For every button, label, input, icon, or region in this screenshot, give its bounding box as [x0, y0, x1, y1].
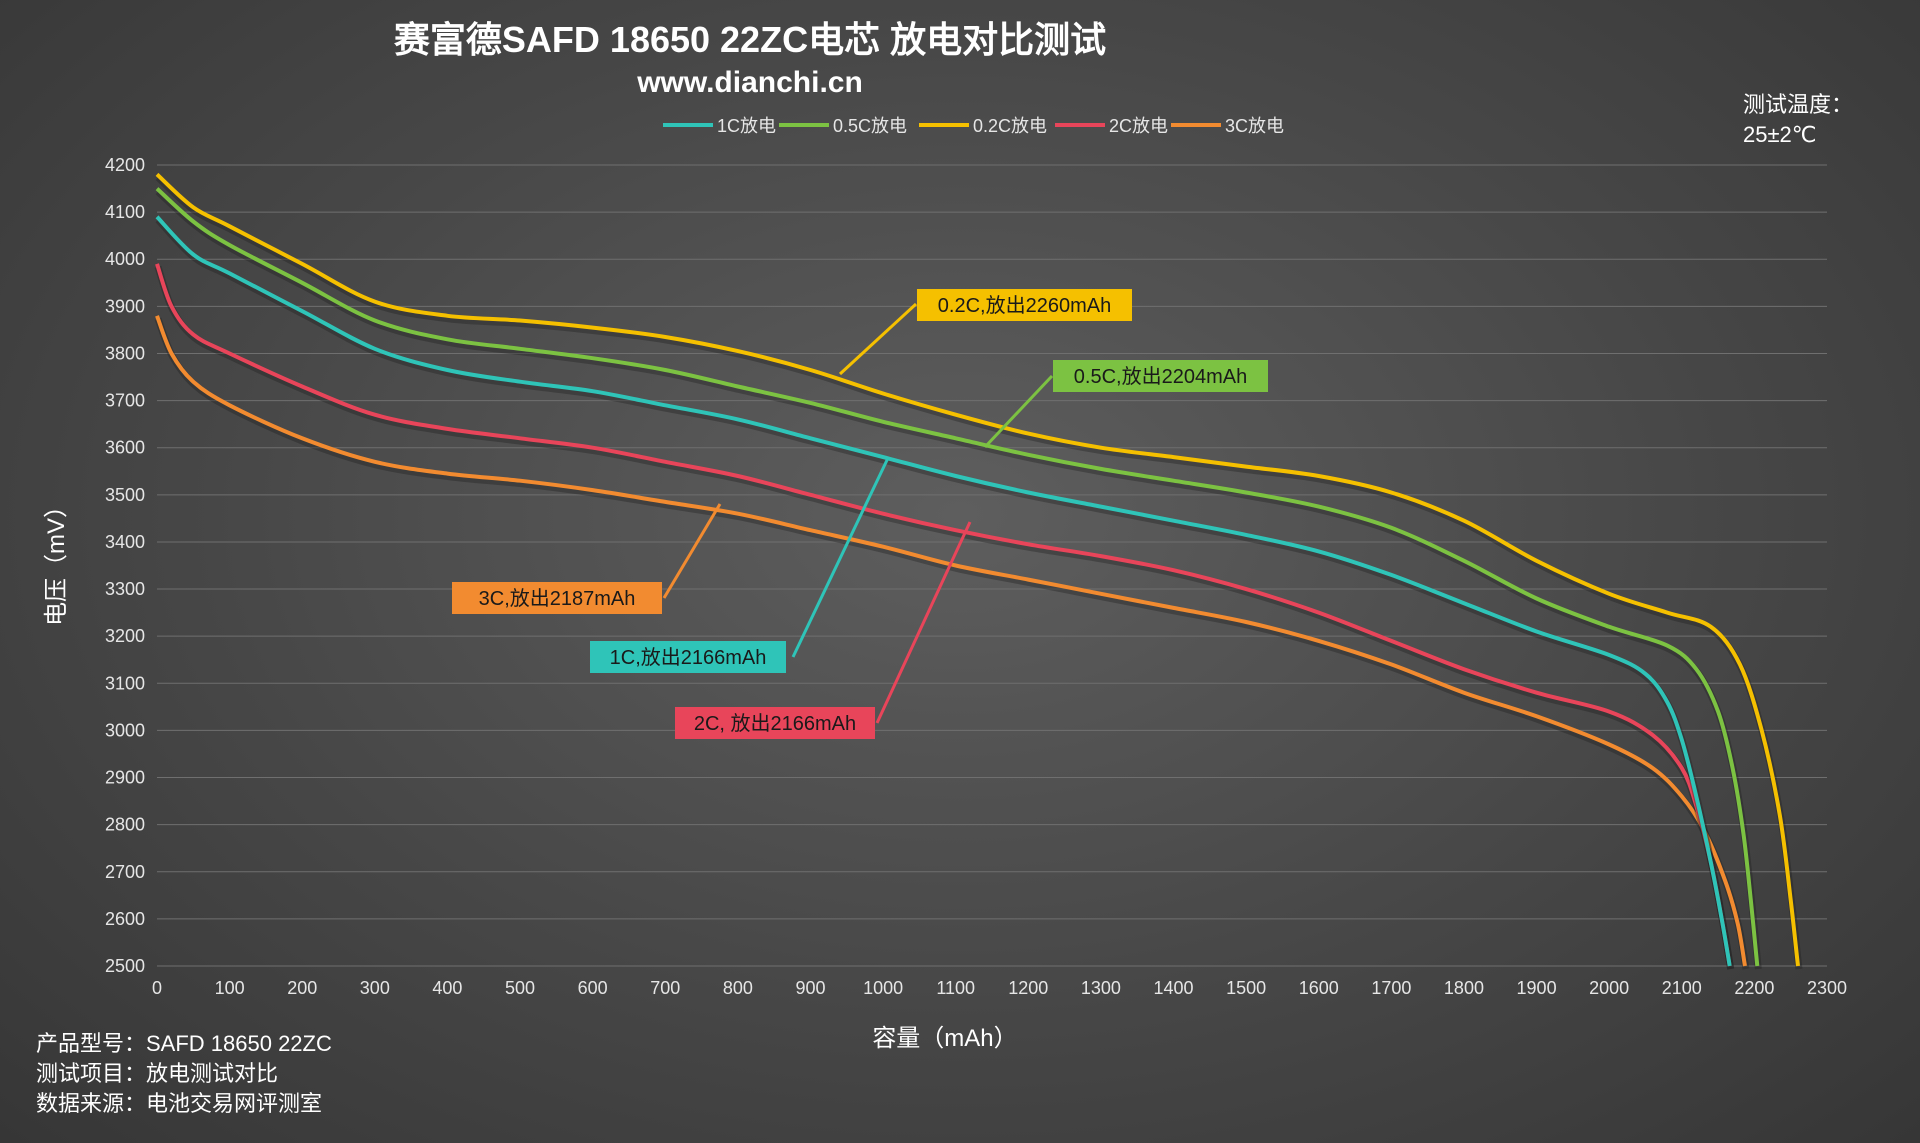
- x-tick-label: 1500: [1226, 978, 1266, 998]
- x-tick-label: 2000: [1589, 978, 1629, 998]
- x-tick-label: 1400: [1153, 978, 1193, 998]
- x-tick-label: 800: [723, 978, 753, 998]
- x-tick-label: 500: [505, 978, 535, 998]
- series-line-5: [155, 315, 1747, 967]
- callout-label: 1C,放出2166mAh: [610, 646, 767, 669]
- x-tick-label: 1700: [1371, 978, 1411, 998]
- y-tick-label: 3300: [105, 579, 145, 599]
- callout-label: 0.5C,放出2204mAh: [1074, 365, 1247, 388]
- chart-title: 赛富德SAFD 18650 22ZC电芯 放电对比测试: [394, 19, 1106, 60]
- y-tick-label: 3200: [105, 626, 145, 646]
- series-line-2: [155, 187, 1760, 967]
- x-tick-label: 400: [432, 978, 462, 998]
- legend-label: 3C放电: [1225, 116, 1284, 136]
- y-tick-label: 3100: [105, 673, 145, 693]
- x-tick-label: 2100: [1662, 978, 1702, 998]
- chart-subtitle: www.dianchi.cn: [636, 66, 863, 99]
- y-tick-label: 4000: [105, 249, 145, 269]
- x-tick-label: 200: [287, 978, 317, 998]
- x-tick-label: 1900: [1517, 978, 1557, 998]
- callout-leader: [983, 374, 1054, 449]
- legend-label: 0.2C放电: [973, 116, 1047, 136]
- callout-leader: [838, 302, 918, 376]
- y-axis-label: 电压（mV）: [43, 494, 70, 626]
- y-tick-label: 3000: [105, 720, 145, 740]
- temperature-label: 测试温度：: [1743, 92, 1854, 117]
- y-tick-label: 4100: [105, 202, 145, 222]
- grid: [157, 164, 1827, 967]
- y-tick-label: 3800: [105, 343, 145, 363]
- y-tick-label: 2900: [105, 768, 145, 788]
- x-tick-label: 2200: [1734, 978, 1774, 998]
- footer-info: 产品型号：SAFD 18650 22ZC 测试项目：放电测试对比 数据来源：电池…: [36, 1029, 332, 1119]
- data-source: 数据来源：电池交易网评测室: [36, 1091, 323, 1116]
- series-lines: [154, 172, 1803, 970]
- y-tick-label: 2600: [105, 909, 145, 929]
- y-tick-label: 3700: [105, 391, 145, 411]
- callout-leader: [791, 457, 890, 658]
- x-tick-label: 1300: [1081, 978, 1121, 998]
- y-tick-label: 4200: [105, 155, 145, 175]
- legend-label: 2C放电: [1109, 116, 1168, 136]
- series-line-4: [155, 263, 1732, 967]
- y-tick-label: 3900: [105, 296, 145, 316]
- x-axis-ticks: 0 100 200 300 400 500 600 700 800 900 1000 1100 1200…: [152, 978, 1847, 998]
- callout-box: [917, 289, 1132, 321]
- y-tick-label: 2500: [105, 956, 145, 976]
- x-tick-label: 600: [578, 978, 608, 998]
- y-tick-label: 3400: [105, 532, 145, 552]
- product-model: 产品型号：SAFD 18650 22ZC: [36, 1031, 332, 1056]
- x-tick-label: 700: [650, 978, 680, 998]
- callout-box: [590, 641, 786, 673]
- y-tick-label: 3600: [105, 438, 145, 458]
- x-tick-label: 1000: [863, 978, 903, 998]
- callout-label: 0.2C,放出2260mAh: [938, 294, 1111, 317]
- y-tick-label: 2800: [105, 815, 145, 835]
- callout-leader: [875, 521, 972, 724]
- x-tick-label: 900: [795, 978, 825, 998]
- legend-label: 1C放电: [717, 116, 776, 136]
- callout-box: [452, 582, 662, 614]
- temperature-value: 25±2℃: [1743, 122, 1817, 147]
- x-axis-label: 容量（mAh）: [872, 1025, 1017, 1052]
- test-item: 测试项目：放电测试对比: [36, 1061, 279, 1086]
- series-line-1: [155, 215, 1732, 967]
- legend-label: 0.5C放电: [833, 116, 907, 136]
- callout-box: [1053, 360, 1268, 392]
- y-tick-label: 3500: [105, 485, 145, 505]
- callout-label: 3C,放出2187mAh: [479, 587, 636, 610]
- x-tick-label: 1600: [1299, 978, 1339, 998]
- callout-leader: [662, 503, 722, 599]
- x-tick-label: 1100: [936, 978, 975, 998]
- callouts: 0.2C,放出2260mAh 0.5C,放出2204mAh 1C,放出2166mAh…: [452, 289, 1268, 739]
- x-tick-label: 0: [152, 978, 162, 998]
- callout-box: [675, 707, 875, 739]
- temperature-info: 测试温度： 25±2℃: [1743, 90, 1853, 150]
- legend: 1C放电 0.5C放电 0.2C放电 2C放电 3C放电: [663, 116, 1284, 136]
- x-tick-label: 100: [215, 978, 245, 998]
- series-line-3: [155, 172, 1800, 967]
- y-axis-ticks: 2500 2600 2700 2800 2900 3000 3100 3200 3300 3400…: [105, 155, 145, 976]
- callout-label: 2C, 放出2166mAh: [694, 712, 856, 735]
- x-tick-label: 1200: [1008, 978, 1048, 998]
- x-tick-label: 300: [360, 978, 390, 998]
- x-tick-label: 2300: [1807, 978, 1847, 998]
- y-tick-label: 2700: [105, 862, 145, 882]
- x-tick-label: 1800: [1444, 978, 1484, 998]
